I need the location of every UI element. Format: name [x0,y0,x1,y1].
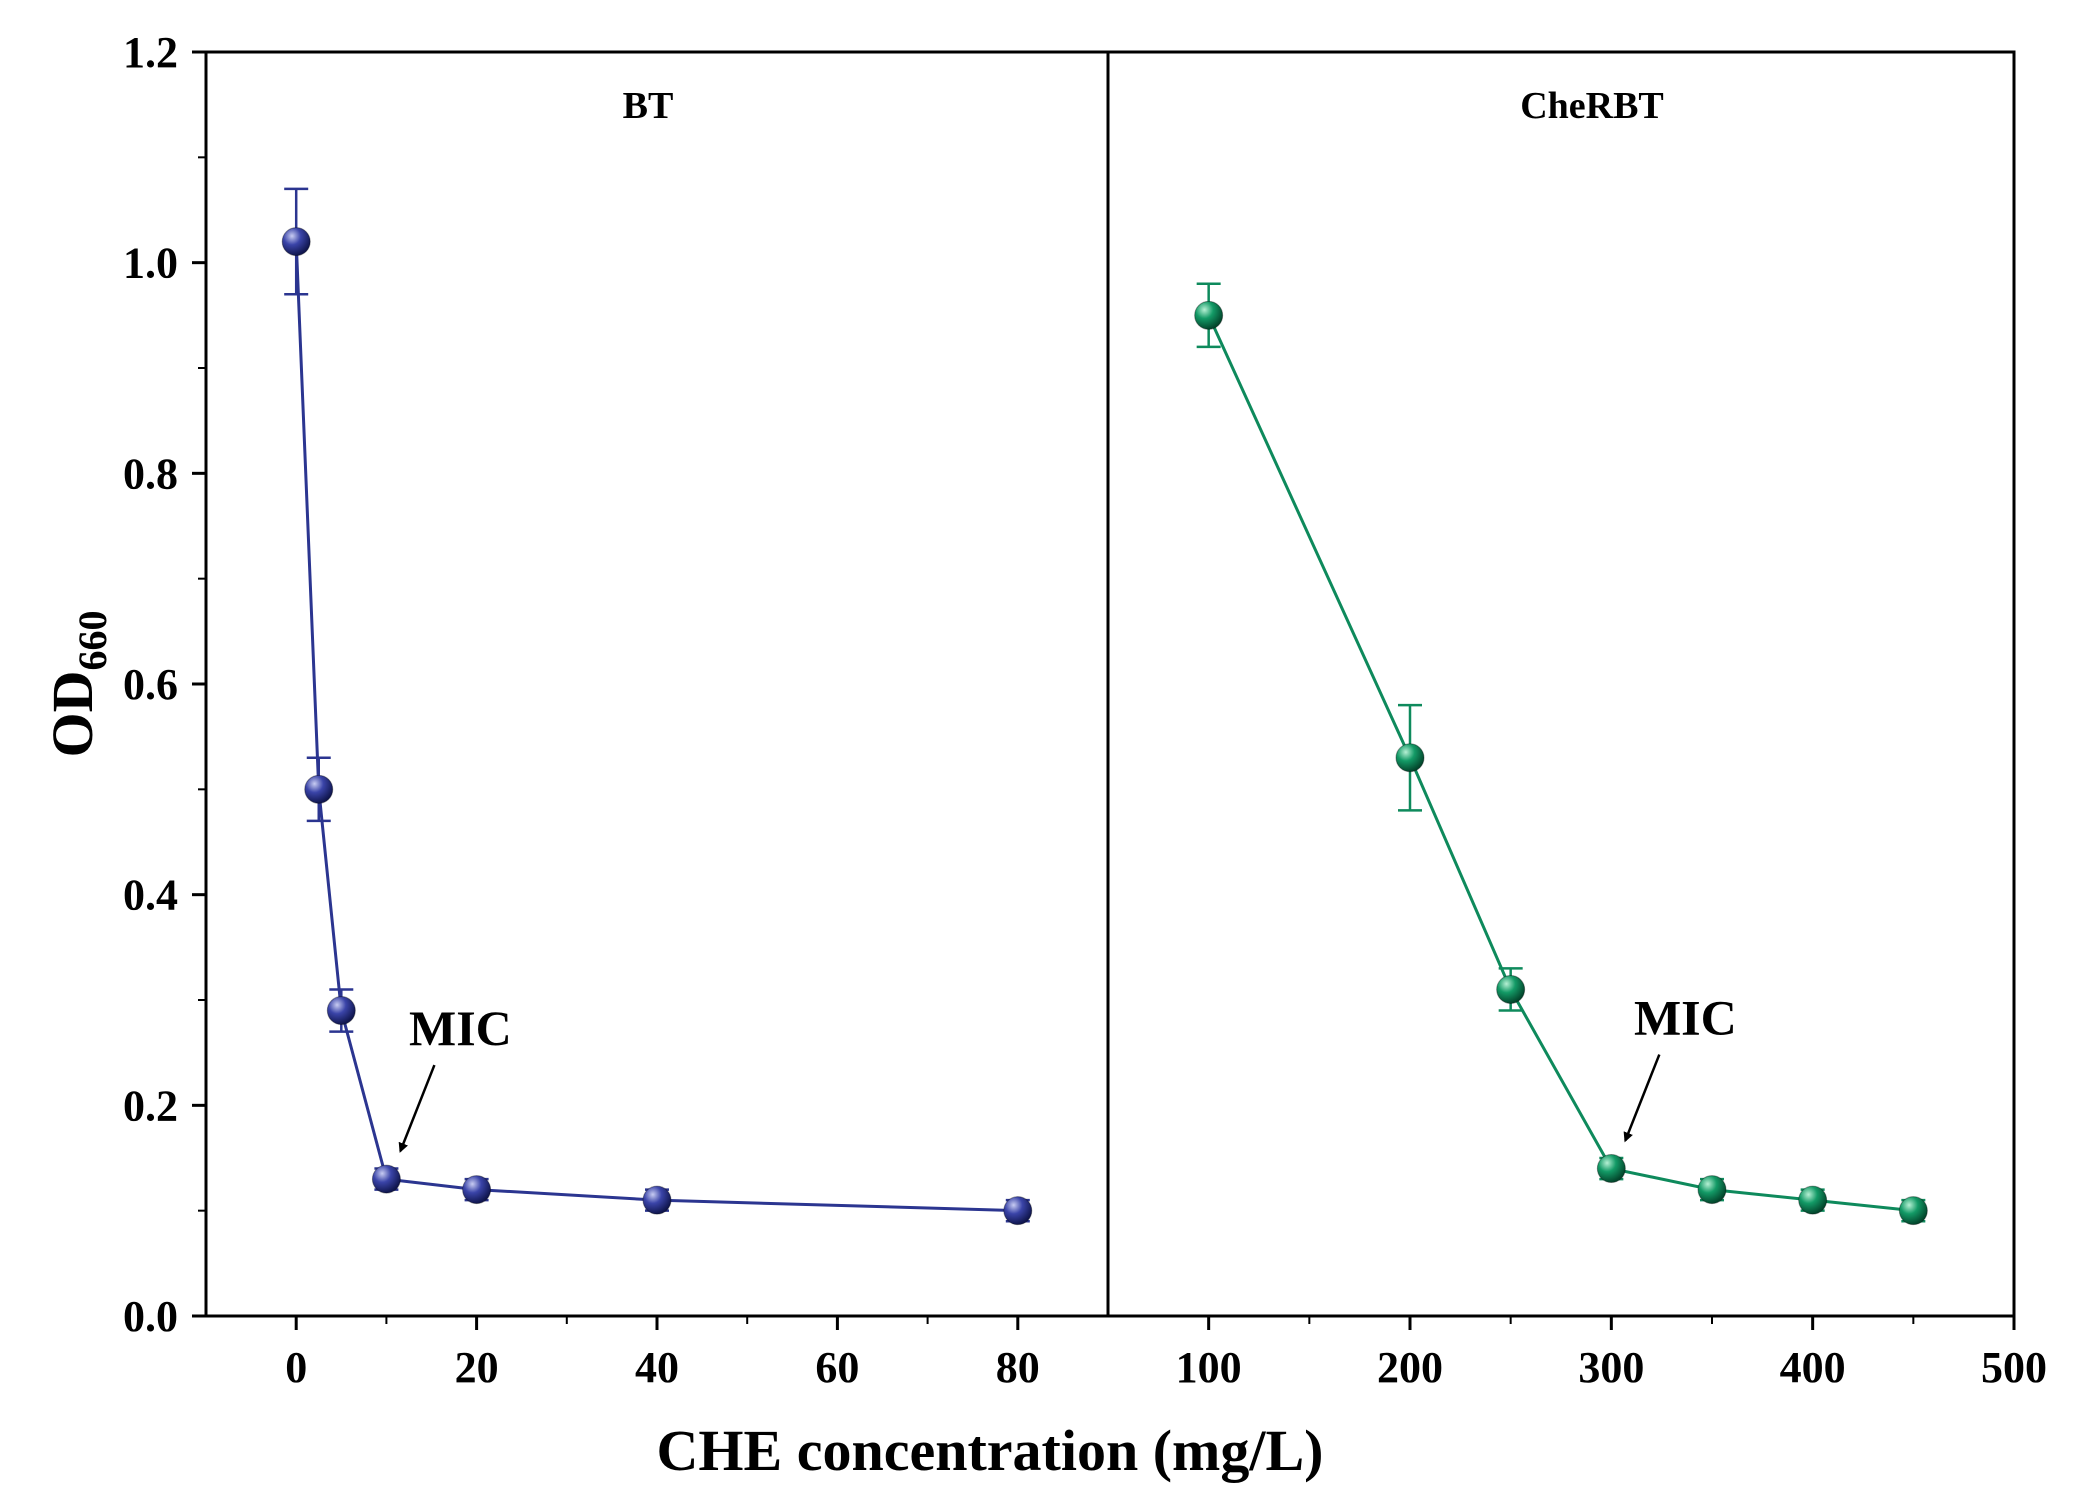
mic-annotation-bt: MIC [409,1000,512,1056]
data-point [462,1175,492,1205]
x-tick-label: 60 [815,1343,859,1392]
y-tick-label: 1.0 [123,239,178,288]
x-tick-label: 200 [1377,1343,1443,1392]
data-point [326,996,356,1026]
data-point [1596,1154,1626,1184]
mic-arrow-cherbt [1623,1054,1661,1143]
x-tick-label: 80 [996,1343,1040,1392]
x-tick-label: 300 [1578,1343,1644,1392]
mic-arrow-bt [398,1064,436,1153]
y-tick-label: 0.2 [123,1081,178,1130]
data-point [281,227,311,257]
y-tick-label: 0.4 [123,871,178,920]
series-line-cherbt [1207,314,1914,1213]
data-point [1496,974,1526,1004]
x-tick-label: 100 [1176,1343,1242,1392]
panel-title-cherbt: CheRBT [1520,85,1664,127]
y-axis: 0.0 0.2 0.4 0.6 0.8 1.0 1.2 [123,28,206,1341]
mic-annotation-cherbt: MIC [1634,990,1737,1046]
y-axis-title-main: OD [40,671,105,758]
x-tick-label: 500 [1981,1343,2047,1392]
plot-frame [204,50,2016,1318]
y-axis-title-subscript: 660 [70,611,115,671]
y-tick-label: 0.8 [123,449,178,498]
x-tick-label: 0 [285,1343,307,1392]
y-tick-label: 1.2 [123,28,178,77]
x-tick-label: 20 [455,1343,499,1392]
data-point [1697,1175,1727,1205]
data-point [1003,1196,1033,1226]
panel-title-bt: BT [623,85,674,127]
y-tick-label: 0.0 [123,1292,178,1341]
y-tick-label: 0.6 [123,660,178,709]
x-tick-label: 400 [1780,1343,1846,1392]
x-axis-title: CHE concentration (mg/L) [657,1418,1324,1483]
panel-bt: BT 0 20 40 60 80 MIC [281,85,1040,1392]
plot-border [204,50,2016,1318]
data-point [1798,1185,1828,1215]
data-point [371,1164,401,1194]
data-point [1395,743,1425,773]
series-line-bt [294,241,1018,1213]
data-point [304,774,334,804]
x-tick-label: 40 [635,1343,679,1392]
data-point [1194,300,1224,330]
panel-cherbt: CheRBT 100 200 300 400 500 MIC [1176,85,2047,1392]
y-axis-title: OD660 [40,611,115,758]
data-point [1898,1196,1928,1226]
data-point [642,1185,672,1215]
